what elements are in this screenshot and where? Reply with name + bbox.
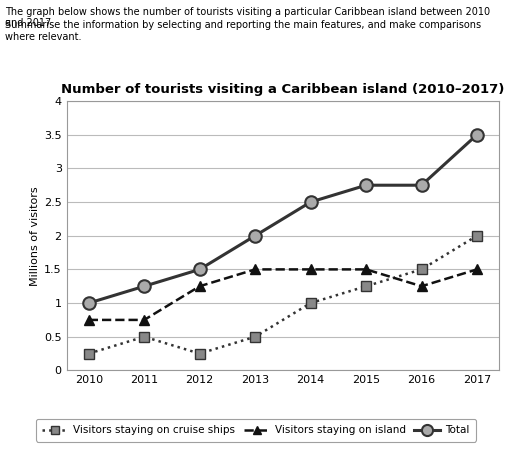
Title: Number of tourists visiting a Caribbean island (2010–2017): Number of tourists visiting a Caribbean … bbox=[61, 83, 504, 96]
Text: Summarise the information by selecting and reporting the main features, and make: Summarise the information by selecting a… bbox=[5, 20, 481, 42]
Y-axis label: Millions of visitors: Millions of visitors bbox=[30, 186, 40, 286]
Legend: Visitors staying on cruise ships, Visitors staying on island, Total: Visitors staying on cruise ships, Visito… bbox=[36, 419, 476, 441]
Text: The graph below shows the number of tourists visiting a particular Caribbean isl: The graph below shows the number of tour… bbox=[5, 7, 490, 28]
